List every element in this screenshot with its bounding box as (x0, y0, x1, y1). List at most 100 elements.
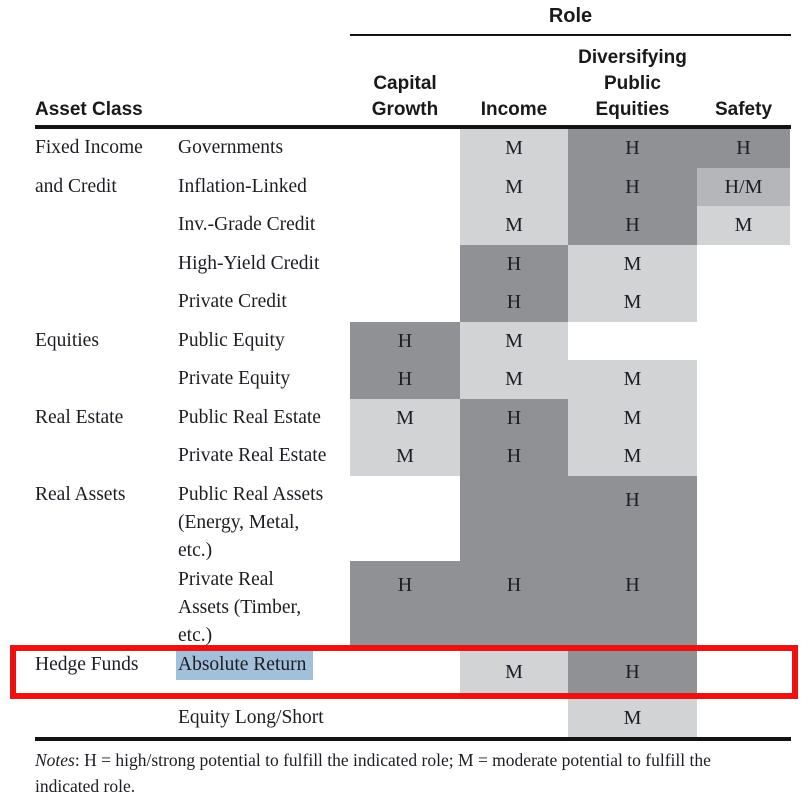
role-cell-income: H (460, 283, 568, 322)
bottom-rule (35, 737, 791, 741)
role-spanner-header: Role (548, 5, 593, 27)
role-cell-safety (697, 399, 790, 438)
role-cell-diversifying-public-equities: H (568, 167, 697, 206)
asset-class-group-label (35, 168, 178, 207)
table-row: Private Equity H M M (35, 360, 800, 399)
asset-name: Public Real Estate (178, 406, 321, 428)
role-cell-income: H (460, 244, 568, 283)
column-header-diversifying-public-equities: Diversifying Public Equities (578, 47, 687, 120)
column-header-income: Income (480, 99, 548, 120)
column-header-safety: Safety (714, 99, 773, 120)
asset-name: High-Yield Credit (178, 252, 320, 274)
table-row: Inv.-Grade Credit M H M (35, 206, 800, 245)
asset-name: Private Real Assets (Timber, etc.) (178, 568, 302, 646)
role-cell-capital-growth (350, 168, 460, 207)
role-cell-income (460, 475, 568, 561)
role-cell-income (460, 699, 568, 738)
table-row: Private Real Estate M H M (35, 437, 800, 476)
role-cell-diversifying-public-equities: M (568, 398, 697, 437)
role-cell-income: M (460, 321, 568, 360)
table-row: Equities Public Equity H M (35, 321, 800, 361)
role-cell-diversifying-public-equities: H (568, 645, 697, 699)
role-cell-safety: H/M (697, 167, 790, 206)
table-notes: Notes: H = high/strong potential to fulf… (35, 747, 795, 799)
role-cell-diversifying-public-equities: H (568, 129, 697, 168)
asset-class-group-label: Hedge Funds (35, 653, 139, 675)
asset-class-group-label: Fixed Income and Credit (35, 137, 143, 197)
role-cell-capital-growth (350, 206, 460, 245)
asset-name: Equity Long/Short (178, 706, 324, 728)
role-cell-income: H (460, 437, 568, 476)
role-cell-capital-growth (350, 129, 460, 168)
role-cell-capital-growth: M (350, 437, 460, 476)
role-cell-income: M (460, 645, 568, 699)
asset-class-group-label (35, 206, 178, 245)
table-row: Real Assets Public Real Assets (Energy, M… (35, 475, 800, 561)
header-rule (35, 125, 791, 129)
role-cell-capital-growth: H (350, 360, 460, 399)
role-cell-capital-growth (350, 699, 460, 738)
asset-class-group-label: Real Assets (35, 483, 126, 505)
asset-class-group-label (35, 360, 178, 399)
role-cell-diversifying-public-equities: H (568, 206, 697, 245)
asset-class-group-label (35, 245, 178, 284)
table-row: Hedge Funds Absolute Return M H (35, 645, 800, 699)
table-row: High-Yield Credit H M (35, 244, 800, 284)
role-cell-capital-growth: H (350, 321, 460, 360)
column-header-asset-class: Asset Class (35, 99, 143, 120)
role-cell-capital-growth (350, 476, 460, 561)
role-cell-safety (697, 245, 790, 284)
role-cell-safety (697, 561, 790, 646)
role-spanner-underline (350, 34, 791, 36)
role-cell-safety (697, 360, 790, 399)
role-cell-safety (697, 476, 790, 561)
column-header-capital-growth: Capital Growth (371, 73, 439, 120)
table-row: Fixed Income and Credit Governments M H H (35, 129, 800, 197)
asset-name: Governments (178, 137, 284, 158)
asset-name: Inv.-Grade Credit (178, 214, 316, 235)
role-cell-safety: H (697, 129, 790, 168)
role-cell-diversifying-public-equities: H (568, 560, 697, 646)
asset-class-group-label (35, 699, 178, 738)
role-cell-diversifying-public-equities (568, 322, 697, 361)
role-cell-capital-growth: M (350, 398, 460, 437)
table-row: Private Real Assets (Timber, etc.) H H H (35, 560, 800, 646)
role-cell-diversifying-public-equities: M (568, 283, 697, 322)
asset-name: Private Equity (178, 368, 291, 389)
role-cell-capital-growth: H (350, 560, 460, 646)
annotation-red-box (10, 645, 798, 699)
asset-class-group-label (35, 561, 178, 646)
table-row: Equity Long/Short M (35, 698, 800, 738)
asset-name: Inflation-Linked (178, 175, 307, 197)
role-cell-diversifying-public-equities: M (568, 437, 697, 476)
role-cell-safety (697, 699, 790, 738)
asset-name: Private Credit (178, 291, 287, 312)
asset-class-group-label: Real Estate (35, 406, 124, 428)
asset-name: Private Real Estate (178, 445, 327, 466)
asset-class-group-label: Equities (35, 329, 99, 351)
asset-class-group-label (35, 437, 178, 476)
asset-name: Public Equity (178, 329, 285, 351)
role-cell-safety (697, 322, 790, 361)
table-row: Private Credit H M (35, 283, 800, 322)
role-cell-diversifying-public-equities: M (568, 360, 697, 399)
role-cell-income: M (460, 206, 568, 245)
table-row: Inflation-Linked M H H/M (35, 167, 800, 207)
role-cell-income: M (460, 360, 568, 399)
notes-prefix: Notes (35, 750, 75, 770)
notes-body: : H = high/strong potential to fulfill t… (35, 750, 711, 796)
role-cell-income: H (460, 398, 568, 437)
role-cell-safety (697, 437, 790, 476)
role-cell-safety: M (697, 206, 790, 245)
role-cell-income: H (460, 560, 568, 646)
role-cell-safety (697, 283, 790, 322)
asset-name: Absolute Return (176, 646, 350, 699)
role-cell-diversifying-public-equities: H (568, 475, 697, 561)
role-cell-diversifying-public-equities: M (568, 698, 697, 737)
role-cell-income: M (460, 167, 568, 206)
asset-class-group-label (35, 283, 178, 322)
role-cell-income: M (460, 129, 568, 168)
role-cell-diversifying-public-equities: M (568, 244, 697, 283)
role-cell-capital-growth (350, 283, 460, 322)
